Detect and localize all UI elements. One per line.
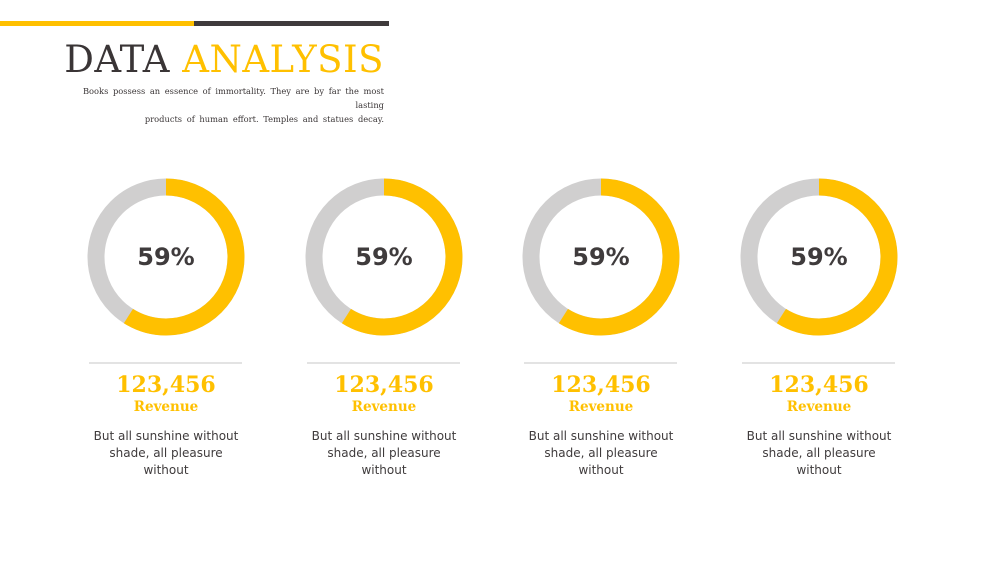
donut-chart-4	[740, 178, 898, 336]
donut-value-arc	[305, 178, 463, 336]
card-description-line-2: shade, all pleasure without	[544, 446, 658, 477]
card-description-line-1: But all sunshine without	[93, 429, 239, 443]
header-accent-bar	[0, 21, 194, 26]
card-value: 123,456	[769, 372, 869, 398]
card-description: But all sunshine without shade, all plea…	[739, 428, 899, 479]
stat-card-4: 59% 123,456 Revenue But all sunshine wit…	[739, 176, 899, 479]
card-divider	[742, 362, 895, 364]
donut-chart-2	[305, 178, 463, 336]
donut-percent-label: 59%	[572, 243, 630, 271]
card-label: Revenue	[568, 399, 634, 415]
card-label: Revenue	[133, 399, 199, 415]
subtitle-line-2: products of human effort. Temples and st…	[144, 114, 384, 124]
donut-chart-3	[522, 178, 680, 336]
stat-card-1: 59% 123,456 Revenue But all sunshine wit…	[86, 176, 246, 479]
card-description-line-2: shade, all pleasure without	[109, 446, 223, 477]
card-divider	[89, 362, 242, 364]
card-value: 123,456	[116, 372, 216, 398]
card-description: But all sunshine without shade, all plea…	[304, 428, 464, 479]
donut-value-arc	[740, 178, 898, 336]
card-divider	[524, 362, 677, 364]
subtitle-line-1: Books possess an essence of immortality.…	[82, 86, 384, 110]
page-subtitle: Books possess an essence of immortality.…	[54, 84, 384, 126]
donut-percent-label: 59%	[790, 243, 848, 271]
card-description-line-2: shade, all pleasure without	[762, 446, 876, 477]
card-value: 123,456	[334, 372, 434, 398]
card-description: But all sunshine without shade, all plea…	[86, 428, 246, 479]
card-description: But all sunshine without shade, all plea…	[521, 428, 681, 479]
donut-value-arc	[87, 178, 245, 336]
card-description-line-2: shade, all pleasure without	[327, 446, 441, 477]
donut-percent-label: 59%	[355, 243, 413, 271]
donut-chart-1	[87, 178, 245, 336]
donut-percent-label: 59%	[137, 243, 195, 271]
card-description-line-1: But all sunshine without	[528, 429, 674, 443]
page-title: DATA ANALYSIS	[64, 38, 384, 82]
card-value: 123,456	[551, 372, 651, 398]
card-description-line-1: But all sunshine without	[311, 429, 457, 443]
stat-card-2: 59% 123,456 Revenue But all sunshine wit…	[304, 176, 464, 479]
stat-card-3: 59% 123,456 Revenue But all sunshine wit…	[521, 176, 681, 479]
title-dark-word: DATA	[64, 38, 170, 81]
card-label: Revenue	[351, 399, 417, 415]
header-dark-bar	[194, 21, 389, 26]
donut-value-arc	[522, 178, 680, 336]
card-divider	[307, 362, 460, 364]
title-accent-word: ANALYSIS	[182, 38, 384, 81]
card-label: Revenue	[786, 399, 852, 415]
card-description-line-1: But all sunshine without	[746, 429, 892, 443]
